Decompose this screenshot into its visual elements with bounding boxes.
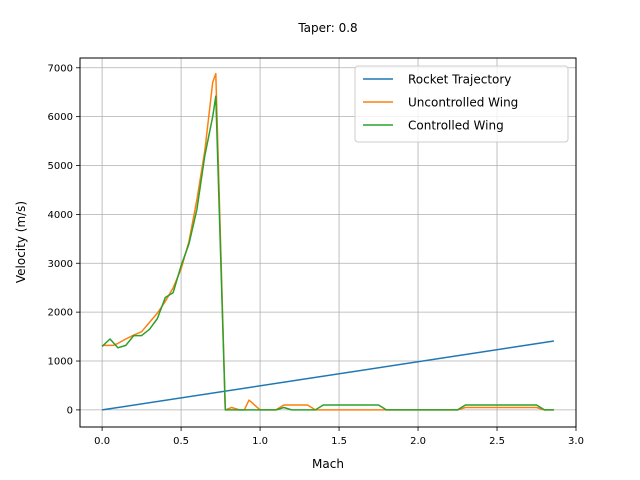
x-tick-label: 0.0 bbox=[94, 436, 110, 447]
y-tick-label: 3000 bbox=[48, 259, 73, 270]
legend-label-rocket-trajectory: Rocket Trajectory bbox=[408, 73, 511, 87]
x-tick-label: 2.0 bbox=[410, 436, 426, 447]
x-tick-label: 1.5 bbox=[331, 436, 347, 447]
y-axis-ticks: 0 1000 2000 3000 4000 5000 6000 7000 bbox=[48, 63, 80, 416]
y-tick-label: 5000 bbox=[48, 161, 73, 172]
y-tick-label: 7000 bbox=[48, 63, 73, 74]
grid bbox=[80, 58, 577, 427]
legend-label-uncontrolled-wing: Uncontrolled Wing bbox=[408, 96, 518, 110]
chart-title: Taper: 0.8 bbox=[297, 21, 357, 35]
x-tick-label: 0.5 bbox=[173, 436, 189, 447]
x-axis-ticks: 0.0 0.5 1.0 1.5 2.0 2.5 3.0 bbox=[94, 427, 584, 447]
x-tick-label: 3.0 bbox=[568, 436, 584, 447]
series-line-controlled-wing bbox=[101, 95, 554, 411]
y-axis-title: Velocity (m/s) bbox=[14, 201, 28, 283]
y-tick-label: 0 bbox=[67, 405, 73, 416]
x-tick-label: 1.0 bbox=[252, 436, 268, 447]
plot-frame bbox=[79, 57, 577, 428]
legend-label-controlled-wing: Controlled Wing bbox=[408, 119, 504, 133]
series-lines bbox=[101, 72, 555, 411]
series-line-rocket-trajectory bbox=[101, 340, 555, 411]
y-tick-label: 1000 bbox=[48, 357, 73, 368]
legend: Rocket Trajectory Uncontrolled Wing Contro… bbox=[354, 65, 569, 143]
x-tick-label: 2.5 bbox=[489, 436, 505, 447]
x-axis-title: Mach bbox=[312, 457, 344, 471]
y-tick-label: 6000 bbox=[48, 112, 73, 123]
y-tick-label: 2000 bbox=[48, 308, 73, 319]
y-tick-label: 4000 bbox=[48, 210, 73, 221]
legend-box bbox=[354, 65, 569, 143]
